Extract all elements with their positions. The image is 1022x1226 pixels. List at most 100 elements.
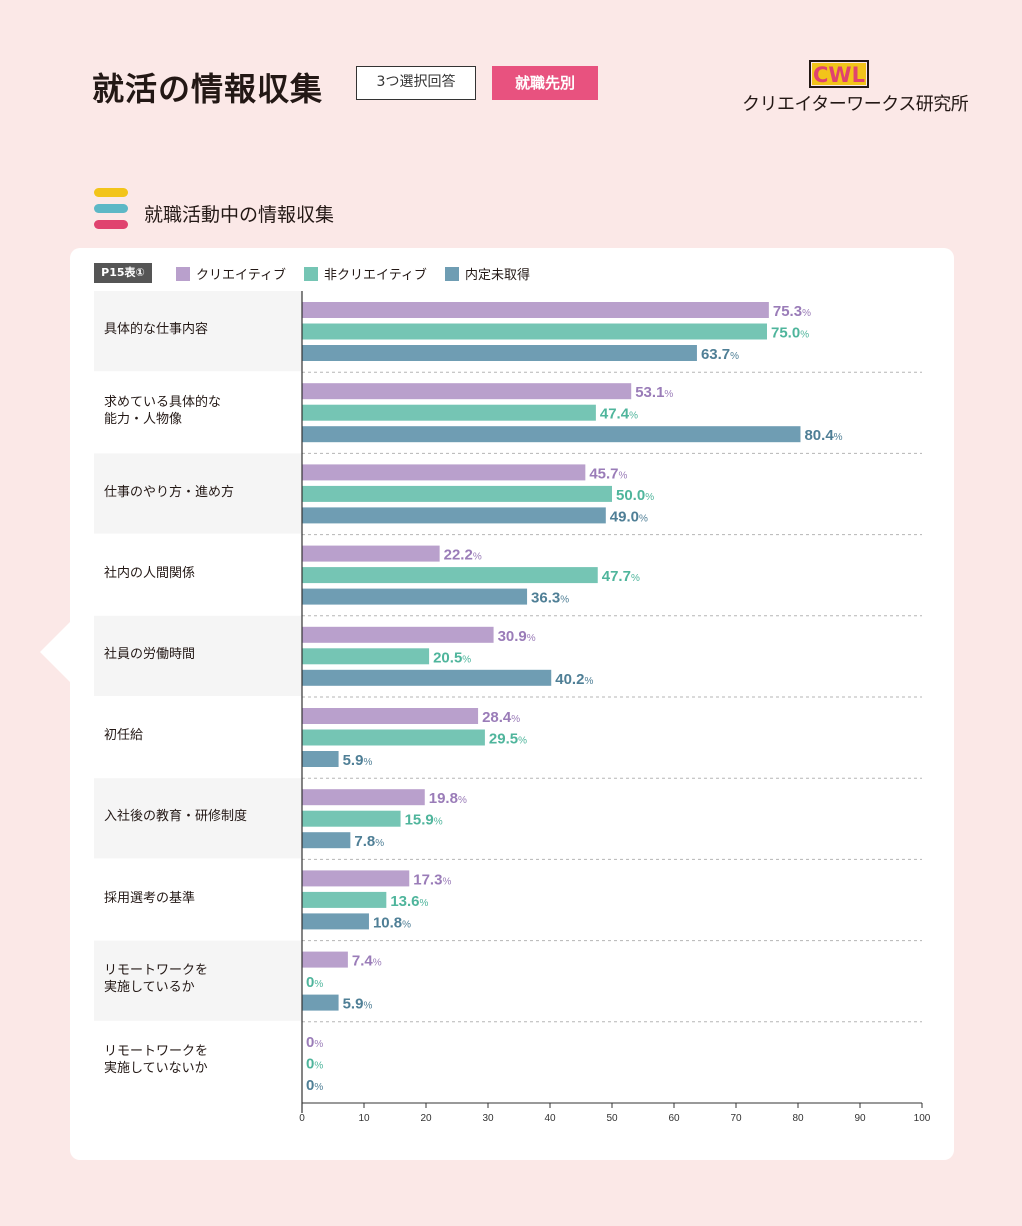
- table-id-badge: P15表①: [94, 263, 152, 283]
- bar-value-label: 49.0%: [610, 508, 648, 525]
- x-tick-label: 50: [606, 1113, 618, 1124]
- stripe-yellow: [94, 188, 128, 197]
- bar: [302, 464, 586, 481]
- bar: [302, 404, 596, 421]
- category-panel: [94, 1021, 302, 1102]
- bar-value-label: 28.4%: [482, 709, 520, 726]
- legend-swatch-no-offer: [444, 266, 459, 281]
- bar-value-label: 0%: [306, 1034, 323, 1051]
- category-label: 具体的な仕事内容: [104, 322, 209, 338]
- category-panel: [94, 697, 302, 778]
- bar: [302, 951, 348, 968]
- legend-label-creative: クリエイティブ: [196, 268, 286, 283]
- bar: [302, 870, 410, 887]
- x-tick-label: 10: [358, 1113, 370, 1124]
- bar-value-label: 0%: [306, 1055, 323, 1072]
- section-stripes-icon: [94, 188, 128, 236]
- bar-value-label: 10.8%: [373, 914, 411, 931]
- category-panel: [94, 453, 302, 534]
- bar-value-label: 36.3%: [531, 590, 569, 607]
- bar: [302, 891, 387, 908]
- bar: [302, 810, 401, 827]
- bar-value-label: 80.4%: [804, 427, 842, 444]
- x-tick-label: 90: [854, 1113, 866, 1124]
- bar: [302, 302, 769, 318]
- category-panel: [94, 940, 302, 1021]
- bar: [302, 545, 440, 562]
- bar-value-label: 0%: [306, 1077, 323, 1094]
- legend-item-non-creative: 非クリエイティブ: [303, 264, 427, 283]
- bar-value-label: 47.7%: [602, 568, 640, 585]
- logo-text: クリエイターワークス研究所: [742, 94, 969, 115]
- bar: [302, 913, 369, 930]
- category-label: 採用選考の基準: [104, 890, 196, 906]
- bar: [302, 567, 598, 584]
- bar-value-label: 5.9%: [343, 752, 373, 769]
- category-panel: [94, 372, 302, 453]
- legend-item-creative: クリエイティブ: [176, 264, 286, 283]
- category-panel: [94, 291, 302, 372]
- card-notch: [40, 620, 72, 684]
- bar: [302, 485, 612, 502]
- category-label: 初任給: [104, 728, 144, 744]
- bar: [302, 994, 339, 1011]
- bar-value-label: 15.9%: [405, 812, 443, 829]
- answer-type-tag: 3つ選択回答: [356, 66, 476, 100]
- legend-label-non-creative: 非クリエイティブ: [323, 268, 427, 283]
- x-tick-label: 40: [544, 1113, 556, 1124]
- category-label: 仕事のやり方・進め方: [104, 484, 235, 500]
- bar-value-label: 53.1%: [635, 384, 673, 401]
- bar-value-label: 22.2%: [444, 547, 482, 564]
- x-tick-label: 100: [914, 1113, 931, 1124]
- category-panel: [94, 859, 302, 940]
- bar: [302, 789, 425, 806]
- x-tick-label: 70: [730, 1113, 742, 1124]
- stripe-pink: [94, 220, 128, 229]
- bar-value-label: 7.8%: [354, 833, 384, 850]
- category-label: 求めている具体的な 能力・人物像: [104, 394, 222, 427]
- legend-label-no-offer: 内定未取得: [464, 268, 530, 283]
- stripe-teal: [94, 204, 128, 213]
- chart-legend: クリエイティブ 非クリエイティブ 内定未取得: [176, 264, 530, 283]
- bar-value-label: 29.5%: [489, 731, 527, 748]
- bar-value-label: 45.7%: [589, 465, 627, 482]
- bar: [302, 383, 632, 400]
- legend-swatch-creative: [176, 266, 190, 281]
- bar-value-label: 0%: [306, 974, 323, 991]
- bar-value-label: 20.5%: [433, 649, 471, 666]
- legend-item-no-offer: 内定未取得: [444, 264, 530, 283]
- bar: [302, 648, 430, 665]
- category-label: 社内の人間関係: [104, 565, 196, 581]
- category-label: 社員の労働時間: [104, 646, 196, 662]
- bar-value-label: 63.7%: [701, 346, 739, 363]
- bar: [302, 323, 767, 340]
- legend-swatch-non-creative: [303, 266, 318, 281]
- bar-value-label: 17.3%: [413, 871, 451, 888]
- x-tick-label: 30: [482, 1113, 494, 1124]
- breakdown-tag: 就職先別: [492, 66, 598, 100]
- bar-value-label: 75.0%: [771, 325, 809, 342]
- bar-value-label: 19.8%: [429, 790, 467, 807]
- bar: [302, 832, 351, 849]
- x-tick-label: 80: [792, 1113, 804, 1124]
- cwl-logo: CWL: [809, 60, 869, 88]
- section-subtitle: 就職活動中の情報収集: [144, 204, 335, 226]
- bar: [302, 507, 606, 524]
- bar-value-label: 40.2%: [555, 671, 593, 688]
- bar: [302, 669, 552, 686]
- category-label: 入社後の教育・研修制度: [104, 809, 248, 825]
- x-tick-label: 60: [668, 1113, 680, 1124]
- bar: [302, 345, 697, 361]
- bar: [302, 426, 801, 443]
- logo-mark-text: CWL: [813, 63, 865, 87]
- x-tick-label: 0: [299, 1113, 305, 1124]
- category-panel: [94, 534, 302, 615]
- bar: [302, 626, 494, 643]
- bar-value-label: 50.0%: [616, 487, 654, 504]
- bar-value-label: 47.4%: [600, 406, 638, 423]
- bar-value-label: 30.9%: [498, 628, 536, 645]
- bar-value-label: 75.3%: [773, 303, 811, 320]
- bar-value-label: 5.9%: [343, 996, 373, 1013]
- page-title: 就活の情報収集: [92, 70, 324, 108]
